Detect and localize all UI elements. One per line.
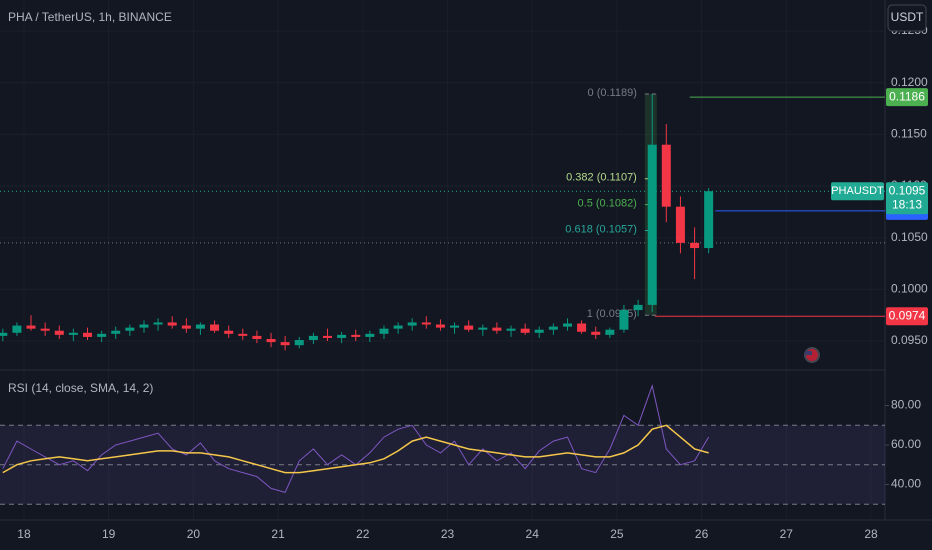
candle-body [322, 335, 332, 338]
price-tag [886, 307, 928, 326]
candle-body [0, 332, 8, 336]
candle-body [435, 324, 445, 328]
candle-body [704, 191, 714, 249]
candle-body [294, 340, 304, 346]
x-tick-label: 19 [102, 527, 116, 541]
y-tick-label: 80.00 [891, 398, 921, 412]
candle-body [224, 330, 234, 334]
marks: 18 19 20 21 22 23 24 25 26 27 28 0.0950 0.1000 0.1050… [0, 23, 928, 541]
candle-body [450, 325, 460, 328]
current-price-label: 0.1095 [889, 183, 926, 197]
candle-body [534, 329, 544, 333]
candle-body [252, 335, 262, 339]
candle-body [365, 333, 375, 337]
fib-label: 1 (0.0975) [587, 308, 637, 320]
candle-body [619, 310, 629, 330]
y-tick-label: 0.1000 [891, 282, 928, 296]
candle-body [238, 333, 248, 336]
x-tick-label: 26 [695, 527, 709, 541]
price-tag [886, 88, 928, 107]
current-price-tag [886, 182, 928, 215]
candle-body [478, 327, 488, 330]
x-tick-label: 25 [610, 527, 624, 541]
x-tick-label: 23 [441, 527, 455, 541]
candle-body [675, 206, 685, 243]
y-tick-label: 60.00 [891, 437, 921, 451]
candle-body [97, 333, 107, 337]
candle-body [125, 327, 135, 331]
fib-label: 0 (0.1189) [588, 87, 637, 99]
candle-body [181, 325, 191, 329]
candle-body [40, 328, 50, 331]
x-tick-label: 21 [271, 527, 285, 541]
symbol-tag [831, 182, 884, 201]
candle-body [591, 331, 601, 335]
x-tick-label: 20 [187, 527, 201, 541]
candle-body [605, 329, 615, 335]
candle-body [153, 322, 163, 325]
candle-body [68, 332, 78, 335]
candle-body [26, 325, 36, 329]
candle-body [83, 332, 93, 337]
candle-body [379, 328, 389, 334]
candle-body [54, 330, 64, 335]
candle-body [421, 322, 431, 325]
currency-label[interactable]: USDT [891, 10, 924, 24]
candle-body [167, 322, 177, 326]
rsi-line [2, 424, 709, 474]
price-tag-label: 0.0974 [889, 308, 926, 322]
candle-body [633, 304, 643, 311]
candle-body [12, 325, 22, 333]
candle-body [548, 326, 558, 330]
x-tick-label: 24 [526, 527, 540, 541]
grid [0, 0, 885, 520]
fib-label: 0.618 (0.1057) [565, 223, 637, 235]
candle-body [393, 325, 403, 329]
price-tag-label: 0.1186 [889, 89, 925, 103]
candle-body [139, 324, 149, 328]
candle-body [351, 334, 361, 337]
y-tick-label: 0.1050 [891, 230, 928, 244]
candle-body [690, 242, 700, 249]
candle-body [111, 330, 121, 334]
candle-body [464, 325, 474, 330]
candle-body [195, 324, 205, 329]
y-tick-label: 0.1150 [891, 127, 927, 141]
y-tick-label: 0.1200 [891, 75, 928, 89]
countdown-label: 18:13 [892, 197, 922, 211]
candle-body [210, 324, 220, 331]
y-tick-label: 0.0950 [891, 333, 928, 347]
candle-body [337, 334, 347, 338]
fib-label: 0.5 (0.1082) [578, 198, 637, 210]
fib-label: 0.382 (0.1107) [566, 172, 637, 184]
rsi-title: RSI (14, close, SMA, 14, 2) [8, 381, 153, 395]
x-tick-label: 28 [864, 527, 878, 541]
candle-body [280, 342, 290, 346]
y-tick-label: 40.00 [891, 477, 921, 491]
candle-body [492, 327, 502, 331]
flag-canton [805, 351, 812, 355]
candle-body [647, 144, 657, 305]
candle-body [506, 328, 516, 331]
symbol-tag-label: PHAUSDT [831, 185, 884, 197]
candle-body [266, 338, 276, 343]
x-tick-label: 18 [17, 527, 31, 541]
x-tick-label: 27 [780, 527, 794, 541]
currency-button[interactable] [887, 4, 927, 32]
candle-body [577, 323, 587, 332]
candle-body [308, 335, 318, 341]
candle-body [407, 322, 417, 326]
candle-body [520, 328, 530, 333]
candle-body [563, 323, 573, 327]
candle-body [661, 144, 671, 207]
chart-title: PHA / TetherUS, 1h, BINANCE [8, 10, 172, 24]
x-tick-label: 22 [356, 527, 370, 541]
